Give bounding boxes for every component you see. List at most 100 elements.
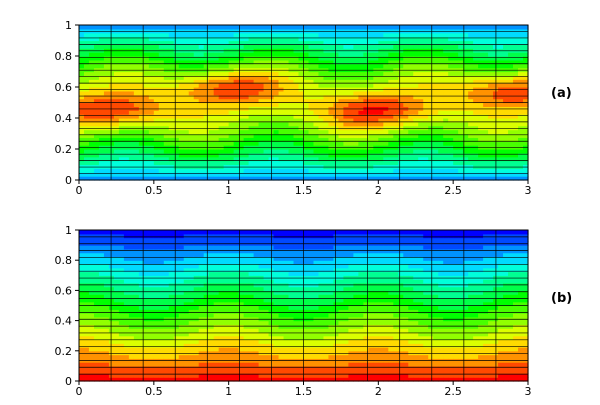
heat-cell bbox=[403, 75, 409, 80]
heat-cell bbox=[108, 260, 115, 265]
heat-cell bbox=[513, 141, 519, 146]
heat-cell bbox=[198, 324, 205, 329]
heat-cell bbox=[228, 252, 235, 258]
panel-a: 0 0.5 1 1.5 2 2.5 3 00.20.40.60.81 (a) bbox=[55, 19, 572, 197]
heat-cell bbox=[278, 40, 285, 45]
heat-cell bbox=[288, 63, 295, 69]
heat-cell bbox=[103, 377, 110, 382]
heat-cell bbox=[93, 294, 100, 299]
heat-cell bbox=[188, 118, 195, 123]
heat-cell bbox=[193, 290, 200, 295]
heat-cell bbox=[488, 32, 494, 38]
heat-cell bbox=[203, 141, 210, 146]
heat-cell bbox=[178, 339, 185, 344]
heat-cell bbox=[228, 36, 235, 42]
heat-cell bbox=[228, 32, 235, 38]
heat-cell bbox=[233, 79, 240, 84]
heat-cell bbox=[168, 168, 175, 173]
heat-cell bbox=[438, 44, 444, 49]
heat-cell bbox=[188, 83, 195, 88]
heat-cell bbox=[408, 79, 414, 84]
heat-cell bbox=[433, 118, 439, 123]
heat-cell bbox=[163, 248, 170, 254]
heat-cell bbox=[178, 32, 185, 38]
heat-cell bbox=[163, 263, 170, 269]
heat-cell bbox=[203, 94, 210, 100]
heat-cell bbox=[138, 328, 145, 333]
heat-cell bbox=[393, 141, 399, 146]
heat-cell bbox=[178, 56, 185, 61]
heat-cell bbox=[238, 369, 245, 375]
heat-cell bbox=[208, 369, 215, 375]
heat-cell bbox=[98, 71, 105, 76]
heat-cell bbox=[173, 25, 180, 30]
heat-cell bbox=[488, 94, 494, 100]
heat-cell bbox=[223, 172, 230, 177]
heat-cell bbox=[413, 137, 419, 142]
heat-cell bbox=[498, 71, 504, 76]
heat-cell bbox=[208, 245, 215, 250]
heat-cell bbox=[288, 118, 295, 123]
heat-cell bbox=[138, 252, 145, 258]
heat-cell bbox=[118, 156, 125, 162]
heat-cell bbox=[463, 102, 469, 107]
heat-cell bbox=[248, 59, 255, 65]
heat-cell bbox=[508, 52, 514, 57]
heat-cell bbox=[363, 52, 369, 57]
heat-cell bbox=[123, 365, 130, 371]
heat-cell bbox=[413, 172, 419, 177]
heat-cell bbox=[218, 286, 225, 292]
heat-cell bbox=[498, 129, 504, 135]
heat-cell bbox=[478, 40, 484, 45]
heat-cell bbox=[408, 141, 414, 146]
heat-cell bbox=[79, 305, 85, 310]
heat-cell bbox=[223, 176, 230, 181]
heat-cell bbox=[308, 176, 315, 181]
heat-cell bbox=[138, 44, 145, 49]
heat-cell bbox=[433, 176, 439, 181]
heat-cell bbox=[103, 343, 110, 348]
heat-cell bbox=[118, 369, 125, 375]
heat-cell bbox=[118, 294, 125, 299]
heat-cell bbox=[218, 94, 225, 100]
heat-cell bbox=[163, 71, 170, 76]
heat-cell bbox=[328, 79, 335, 84]
heat-cell bbox=[373, 133, 379, 138]
heat-cell bbox=[153, 248, 160, 254]
heat-cell bbox=[228, 347, 235, 352]
heat-cell bbox=[378, 32, 384, 38]
heat-cell bbox=[358, 36, 364, 42]
heat-cell bbox=[353, 137, 359, 142]
heat-cell bbox=[108, 114, 115, 119]
heat-cell bbox=[288, 36, 295, 42]
heat-cell bbox=[228, 114, 235, 119]
heat-cell bbox=[498, 152, 504, 158]
heat-cell bbox=[83, 369, 90, 375]
heat-cell bbox=[158, 133, 165, 138]
heat-cell bbox=[108, 373, 115, 378]
heat-cell bbox=[133, 331, 140, 337]
heat-cell bbox=[103, 102, 110, 107]
heat-cell bbox=[123, 176, 130, 181]
heat-cell bbox=[113, 94, 120, 100]
heat-cell bbox=[158, 331, 165, 337]
heat-cell bbox=[278, 149, 285, 154]
heat-cell bbox=[88, 365, 95, 371]
heat-cell bbox=[213, 237, 220, 242]
heat-cell bbox=[98, 176, 105, 181]
heat-cell bbox=[328, 63, 335, 69]
heat-cell bbox=[128, 168, 135, 173]
heat-cell bbox=[513, 118, 519, 123]
heat-cell bbox=[138, 133, 145, 138]
heat-cell bbox=[83, 354, 90, 359]
heat-cell bbox=[93, 79, 100, 84]
heat-cell bbox=[348, 133, 354, 138]
heat-cell bbox=[178, 305, 185, 310]
heat-cell bbox=[468, 129, 474, 135]
x-tick-label: 1 bbox=[225, 184, 232, 197]
heat-cell bbox=[408, 83, 414, 88]
heat-cell bbox=[148, 25, 155, 30]
heat-cell bbox=[88, 343, 95, 348]
heat-cell bbox=[123, 129, 130, 135]
heat-cell bbox=[463, 25, 469, 30]
